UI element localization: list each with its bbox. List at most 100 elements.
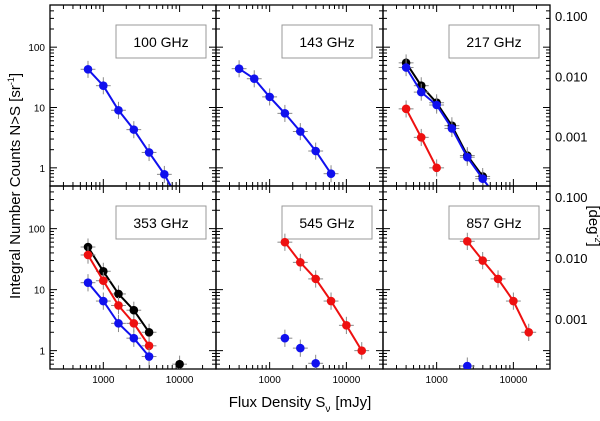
data-point-red: [524, 327, 534, 337]
x-axis-label: Flux Density Sν [mJy]: [229, 394, 372, 415]
data-point-black: [99, 266, 108, 276]
data-point-blue: [296, 343, 305, 353]
data-point-black: [114, 289, 123, 299]
data-point-blue: [416, 87, 426, 97]
data-point-red: [296, 258, 305, 267]
frequency-label-box: [448, 24, 540, 59]
panel-857-ghz: 1000 10000 0.001 0.010 0.100 857 GHz: [382, 185, 588, 386]
data-point-blue: [114, 105, 123, 115]
data-point-red: [280, 237, 290, 247]
panel-data: [459, 232, 537, 369]
frequency-label-box: [115, 205, 207, 240]
data-point-red: [326, 296, 336, 306]
data-point-blue: [311, 359, 320, 368]
data-point-blue: [401, 63, 411, 72]
y2-tick-label: 0.010: [555, 69, 588, 84]
panels-group: 1 10 100 100 GHz 143 GHz 0.001 0.010 0.100 217 G…: [28, 4, 588, 386]
x-tick-label: 1000: [92, 375, 115, 386]
data-point-blue: [144, 148, 154, 157]
y-axis-label-left: Integral Number Counts N>S [sr-1]: [6, 73, 24, 299]
data-point-blue: [326, 169, 336, 178]
data-point-red: [129, 319, 139, 328]
data-point-red: [114, 301, 123, 310]
data-point-red: [311, 274, 320, 284]
y2-tick-label: 0.001: [555, 312, 588, 327]
data-point-red: [144, 341, 154, 351]
y2-tick-label: 0.100: [555, 190, 588, 205]
panel-545-ghz: 1000 10000 545 GHz: [215, 185, 384, 386]
frequency-label-box: [115, 24, 207, 59]
y-tick-label: 10: [34, 104, 46, 115]
data-point-blue: [478, 174, 487, 184]
frequency-label-box: [448, 205, 540, 240]
data-point-blue: [265, 92, 274, 102]
y-tick-label: 1: [39, 164, 45, 175]
x-axis-label-sub: ν: [325, 404, 330, 415]
frequency-label: 100 GHz: [133, 34, 188, 50]
x-tick-label: 10000: [499, 375, 527, 386]
y-axis-label-right-main: [deg: [585, 205, 600, 234]
data-point-red: [416, 133, 426, 142]
series-line-black: [405, 62, 484, 177]
frequency-label: 857 GHz: [466, 215, 521, 231]
x-tick-label: 10000: [166, 375, 194, 386]
frequency-label: 353 GHz: [133, 215, 188, 231]
data-point-blue: [296, 127, 305, 136]
panel-143-ghz: 143 GHz: [215, 4, 384, 187]
panel-data: [277, 233, 370, 369]
data-point-black: [175, 359, 184, 369]
data-point-blue: [447, 124, 457, 133]
data-point-red: [357, 346, 367, 355]
panel-data: [398, 54, 491, 186]
panel-data: [80, 238, 187, 369]
panel-353-ghz: 1000 10000 1 10 100 353 GHz: [28, 185, 217, 386]
data-point-blue: [129, 125, 139, 134]
data-point-blue: [114, 319, 123, 328]
panel-100-ghz: 1 10 100 100 GHz: [28, 4, 217, 187]
data-point-red: [401, 104, 411, 114]
y-axis-label-left-sup: -1: [6, 77, 16, 85]
data-point-blue: [280, 333, 290, 343]
panel-data: [80, 60, 172, 186]
x-tick-label: 1000: [259, 375, 282, 386]
data-point-red: [99, 276, 108, 286]
frequency-label: 545 GHz: [299, 215, 354, 231]
data-point-blue: [234, 64, 244, 73]
data-point-blue: [249, 74, 259, 84]
x-tick-label: 1000: [426, 375, 449, 386]
y2-tick-label: 0.010: [555, 251, 588, 266]
data-point-blue: [432, 100, 441, 110]
panel-217-ghz: 0.001 0.010 0.100 217 GHz: [382, 4, 588, 187]
x-axis-label-unit: [mJy]: [335, 394, 371, 411]
data-point-red: [432, 163, 441, 173]
y-tick-label: 10: [34, 286, 46, 297]
data-point-blue: [99, 296, 108, 306]
data-point-blue: [83, 278, 93, 287]
panel-data: [231, 60, 339, 183]
data-point-blue: [311, 146, 320, 156]
data-point-red: [463, 237, 472, 246]
y-axis-label-left-main: Integral Number Counts N>S [sr: [7, 85, 24, 299]
data-point-red: [478, 256, 487, 265]
y-tick-label: 100: [28, 43, 45, 54]
y-axis-label-right-end: ]: [585, 243, 600, 247]
data-point-blue: [280, 109, 290, 118]
data-point-blue: [99, 81, 108, 90]
data-point-black: [144, 327, 154, 337]
y-tick-label: 100: [28, 225, 45, 236]
data-point-black: [129, 305, 139, 315]
y-axis-label-right-sup: -2: [593, 235, 600, 243]
x-tick-label: 10000: [332, 375, 360, 386]
y-tick-label: 1: [39, 347, 45, 358]
series-line-red: [284, 241, 363, 352]
y2-tick-label: 0.001: [555, 130, 588, 145]
data-point-blue: [83, 64, 93, 74]
y-axis-label-left-end: ]: [7, 73, 24, 77]
data-point-blue: [463, 361, 472, 369]
frequency-label-box: [281, 24, 373, 59]
y-axis-label-right: [deg-2]: [585, 205, 600, 246]
data-point-red: [493, 274, 503, 284]
data-point-blue: [463, 152, 472, 162]
frequency-label: 143 GHz: [299, 34, 354, 50]
data-point-blue: [160, 170, 169, 179]
